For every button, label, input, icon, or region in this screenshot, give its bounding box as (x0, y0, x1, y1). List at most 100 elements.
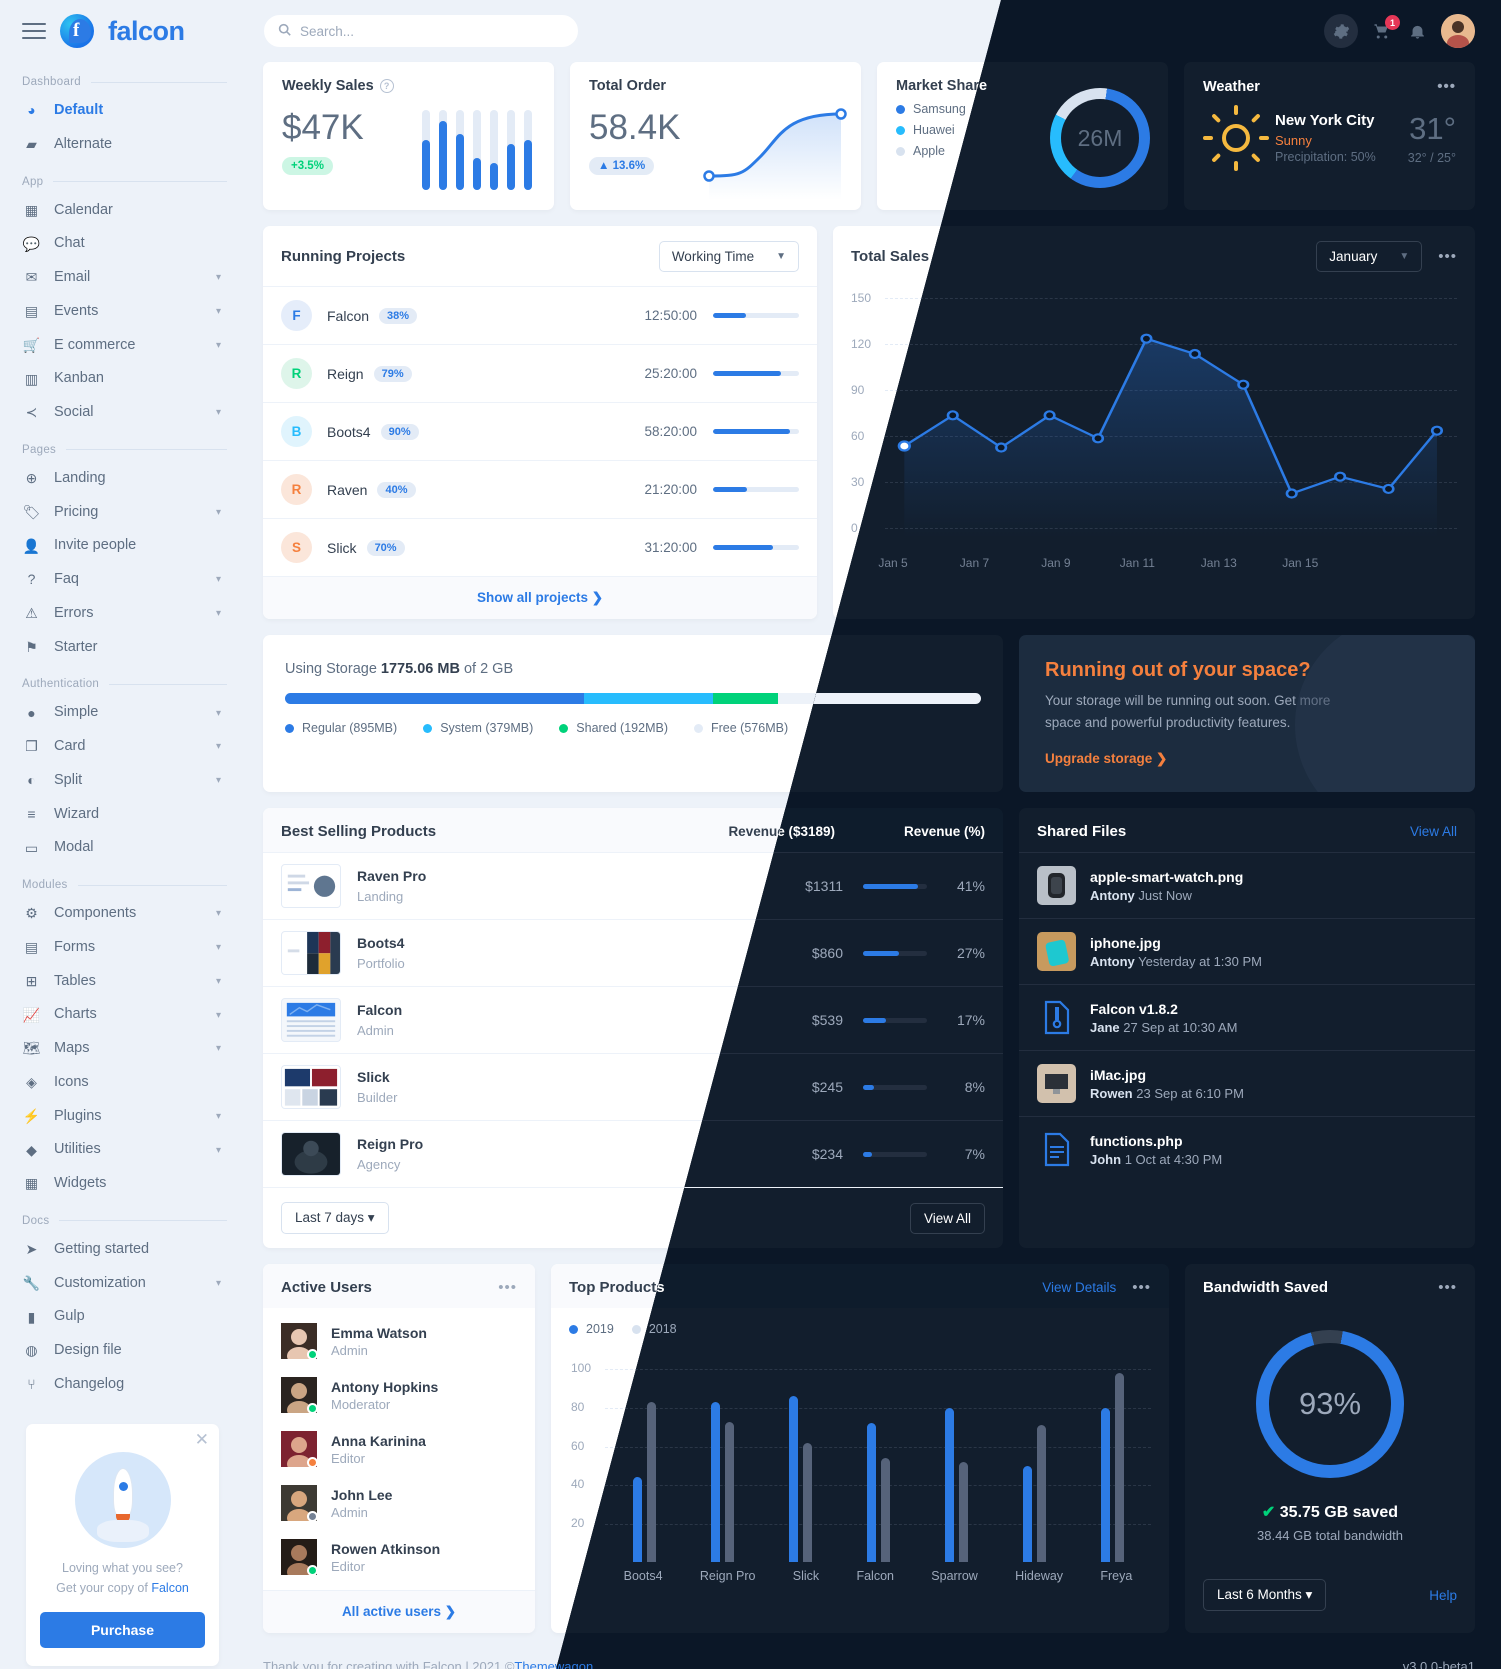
ellipsis-icon[interactable]: ••• (1132, 1279, 1151, 1297)
project-row[interactable]: R Reign 79% 25:20:00 (263, 344, 817, 402)
bar (1100, 1408, 1110, 1563)
cart-icon[interactable]: 1 (1371, 15, 1400, 42)
sidebar-item-gulp[interactable]: ▮ Gulp (18, 1300, 227, 1334)
gear-icon[interactable] (1324, 14, 1358, 48)
sidebar-item-calendar[interactable]: ▦ Calendar (18, 194, 227, 228)
sidebar-item-invite-people[interactable]: 👤 Invite people (18, 529, 227, 563)
weekly-sales-value: $47K (282, 108, 364, 147)
themewagon-link[interactable]: Themewagon (514, 1659, 594, 1669)
ellipsis-icon[interactable]: ••• (1438, 1279, 1457, 1297)
product-revenue: $539 (811, 1012, 843, 1029)
search-box[interactable]: Search... (263, 14, 579, 48)
purchase-button[interactable]: Purchase (40, 1611, 205, 1648)
legend-item[interactable]: 2018 (631, 1322, 677, 1336)
sidebar-item-email[interactable]: ✉ Email ▾ (18, 261, 227, 295)
sidebar-item-default[interactable]: ◕ Default (18, 94, 227, 128)
sidebar-item-card[interactable]: ❐ Card ▾ (18, 730, 227, 764)
sidebar-section: App ▦ Calendar 💬 Chat ✉ Email ▾ ▤ Events ▾ 🛒 E comme… (18, 176, 227, 430)
ellipsis-icon[interactable]: ••• (1438, 248, 1457, 265)
upgrade-storage-link[interactable]: Upgrade storage ❯ (1045, 751, 1168, 767)
storage-legend-item: Shared (192MB) (559, 721, 668, 735)
sidebar-item-changelog[interactable]: ⑂ Changelog (18, 1368, 227, 1402)
table-row[interactable]: Raven Pro Landing $1311 41% (263, 852, 1003, 919)
bandwidth-help-link[interactable]: Help (1429, 1587, 1457, 1603)
ellipsis-icon[interactable]: ••• (498, 1279, 517, 1297)
project-row[interactable]: S Slick 70% 31:20:00 (263, 518, 817, 576)
sidebar-item-faq[interactable]: ? Faq ▾ (18, 563, 227, 597)
bandwidth-range-button[interactable]: Last 6 Months ▾ (1203, 1579, 1327, 1612)
sidebar-item-charts[interactable]: 📈 Charts ▾ (18, 998, 227, 1032)
promo-falcon-link[interactable]: Falcon (151, 1580, 189, 1595)
sidebar-item-utilities[interactable]: ◆ Utilities ▾ (18, 1133, 227, 1167)
sidebar-item-label: Charts (54, 1006, 97, 1023)
legend-item[interactable]: 2019 (569, 1322, 614, 1336)
user-name: Emma Watson (331, 1324, 427, 1341)
close-icon[interactable]: ✕ (194, 1429, 209, 1449)
range-filter-button[interactable]: Last 7 days ▾ (281, 1202, 389, 1235)
storage-segment (584, 693, 714, 704)
view-all-products-button[interactable]: View All (909, 1202, 985, 1234)
list-item[interactable]: iphone.jpg Antony Yesterday at 1:30 PM (1019, 918, 1475, 984)
sidebar-item-label: Default (54, 102, 104, 118)
working-time-select[interactable]: Working Time ▼ (658, 241, 799, 272)
project-row[interactable]: F Falcon 38% 12:50:00 (263, 286, 817, 344)
file-thumbnail (1037, 998, 1076, 1037)
avatar[interactable] (1441, 14, 1475, 48)
sidebar-item-forms[interactable]: ▤ Forms ▾ (18, 931, 227, 965)
plug-icon: ⚡ (22, 1107, 41, 1124)
window-icon: ▭ (24, 839, 39, 856)
sidebar-item-alternate[interactable]: ▰ Alternate (18, 128, 227, 162)
project-row[interactable]: R Raven 40% 21:20:00 (263, 460, 817, 518)
shared-files-view-all[interactable]: View All (1409, 824, 1457, 840)
sidebar-item-chat[interactable]: 💬 Chat (18, 227, 227, 261)
sidebar-item-simple[interactable]: ● Simple ▾ (18, 696, 227, 730)
list-item[interactable]: functions.php John 1 Oct at 4:30 PM (1019, 1116, 1475, 1182)
sidebar-item-events[interactable]: ▤ Events ▾ (18, 295, 227, 329)
question-circle-icon[interactable]: ? (379, 79, 394, 93)
list-item[interactable]: Falcon v1.8.2 Jane 27 Sep at 10:30 AM (1019, 984, 1475, 1050)
table-row[interactable]: Slick Builder $245 8% (263, 1053, 1003, 1120)
show-all-projects-link[interactable]: Show all projects ❯ (263, 576, 817, 619)
view-details-link[interactable]: View Details (1042, 1280, 1117, 1296)
falcon-logo-icon[interactable]: f (60, 14, 94, 48)
sidebar-item-plugins[interactable]: ⚡ Plugins ▾ (18, 1100, 227, 1134)
sidebar-item-social[interactable]: ≺ Social ▾ (18, 396, 227, 430)
table-row[interactable]: Boots4 Portfolio $860 27% (263, 919, 1003, 986)
month-select[interactable]: January ▼ (1316, 241, 1423, 272)
sidebar-item-wizard[interactable]: ≡ Wizard (18, 798, 227, 832)
list-item[interactable]: iMac.jpg Rowen 23 Sep at 6:10 PM (1019, 1050, 1475, 1116)
sidebar-item-components[interactable]: ⚙ Components ▾ (18, 897, 227, 931)
list-item[interactable]: apple-smart-watch.png Antony Just Now (1019, 852, 1475, 918)
sidebar-item-pricing[interactable]: 🏷 Pricing ▾ (18, 496, 227, 530)
sidebar-item-errors[interactable]: ⚠ Errors ▾ (18, 597, 227, 631)
sidebar-item-getting-started[interactable]: ➤ Getting started (18, 1233, 227, 1267)
sidebar-item-modal[interactable]: ▭ Modal (18, 831, 227, 865)
legend-label: Free (576MB) (711, 721, 789, 735)
table-row[interactable]: Reign Pro Agency $234 7% (263, 1120, 1003, 1187)
sidebar-item-widgets[interactable]: ▦ Widgets (18, 1167, 227, 1201)
bell-icon[interactable] (1406, 20, 1428, 42)
sidebar-item-starter[interactable]: ⚑ Starter (18, 631, 227, 665)
sidebar-item-icons[interactable]: ◈ Icons (18, 1066, 227, 1100)
sidebar-item-label: Gulp (54, 1308, 85, 1325)
sidebar-item-e-commerce[interactable]: 🛒 E commerce ▾ (18, 329, 227, 363)
sidebar-item-split[interactable]: ◐ Split ▾ (18, 764, 227, 798)
search-placeholder: Search... (300, 23, 355, 39)
table-row[interactable]: Falcon Admin $539 17% (263, 986, 1003, 1053)
sidebar-item-landing[interactable]: ⊕ Landing (18, 462, 227, 496)
all-active-users-link[interactable]: All active users ❯ (263, 1590, 535, 1634)
ellipsis-icon[interactable]: ••• (1437, 78, 1456, 95)
sidebar-item-customization[interactable]: 🔧 Customization ▾ (18, 1267, 227, 1301)
hamburger-menu-icon[interactable] (22, 23, 46, 39)
sidebar-item-maps[interactable]: 🗺 Maps ▾ (18, 1032, 227, 1066)
sidebar-item-kanban[interactable]: ▥ Kanban (18, 362, 227, 396)
sidebar-item-design-file[interactable]: ◍ Design file (18, 1334, 227, 1368)
project-row[interactable]: B Boots4 90% 58:20:00 (263, 402, 817, 460)
sidebar-item-tables[interactable]: ⊞ Tables ▾ (18, 965, 227, 999)
